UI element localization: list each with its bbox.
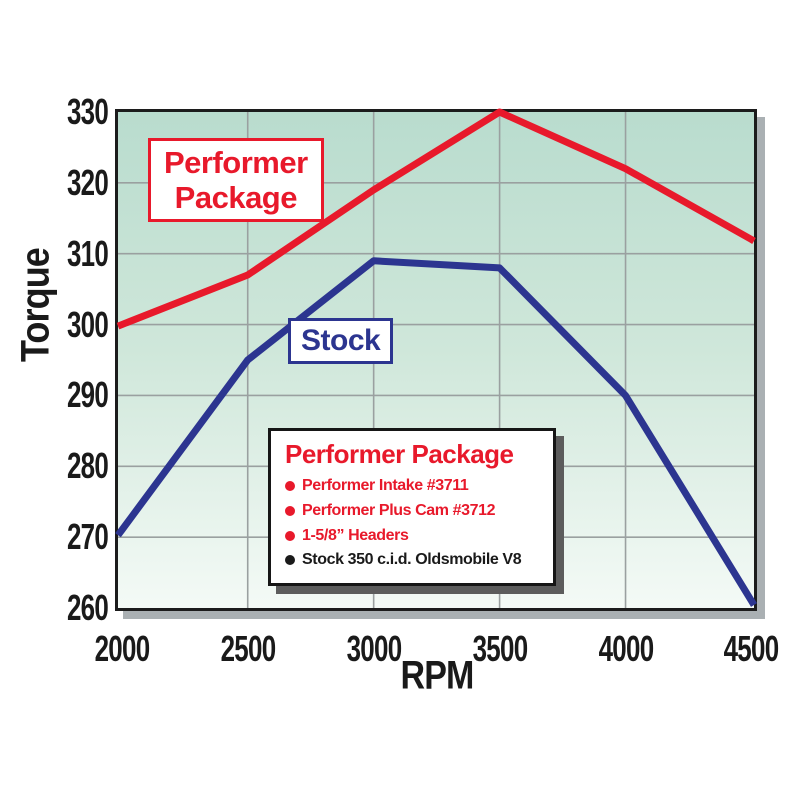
- x-tick-label: 4500: [724, 628, 780, 669]
- x-tick-label: 2000: [94, 628, 150, 669]
- legend-item: Stock 350 c.i.d. Oldsmobile V8: [283, 548, 541, 573]
- x-tick-label: 3000: [346, 628, 402, 669]
- performer-callout-line2: Package: [174, 180, 298, 216]
- series-line-performer-package: [116, 108, 756, 330]
- y-tick-label: 320: [66, 161, 109, 203]
- legend-item: Performer Intake #3711: [283, 474, 541, 499]
- legend-bullet-icon: [285, 530, 295, 541]
- legend-item-list: Performer Intake #3711 Performer Plus Cam…: [283, 474, 541, 573]
- legend-item-text: Performer Plus Cam #3712: [302, 501, 496, 519]
- y-tick-label: 290: [66, 374, 109, 416]
- performer-callout-line1: Performer: [164, 145, 308, 180]
- y-tick-label: 330: [66, 91, 109, 132]
- y-tick-label: 310: [66, 232, 109, 274]
- x-tick-label: 2500: [220, 628, 276, 669]
- legend-item-text: 1-5/8” Headers: [302, 526, 409, 544]
- y-tick-label: 270: [66, 516, 109, 558]
- legend-item-text: Performer Intake #3711: [302, 477, 469, 494]
- legend-title: Performer Package: [285, 439, 514, 469]
- plot-area: Performer Package Stock Performer Packag…: [115, 108, 757, 611]
- series-line-stock: [115, 257, 757, 607]
- stock-callout: Stock: [288, 318, 394, 364]
- legend-bullet-icon: [285, 505, 295, 516]
- legend-item: Performer Plus Cam #3712: [283, 499, 541, 524]
- x-axis-title: RPM: [400, 653, 474, 698]
- performer-package-callout: Performer Package: [148, 138, 324, 223]
- legend-item-text: Stock 350 c.i.d. Oldsmobile V8: [302, 551, 522, 569]
- x-tick-label: 3500: [472, 628, 528, 669]
- x-tick-label: 4000: [598, 628, 654, 669]
- y-tick-label: 260: [66, 587, 109, 628]
- legend-box: Performer Package Performer Intake #3711…: [268, 428, 556, 587]
- legend-item: 1-5/8” Headers: [283, 524, 541, 549]
- legend-bullet-icon: [285, 481, 295, 491]
- legend-bullet-icon: [285, 555, 295, 566]
- y-tick-label: 300: [66, 303, 109, 345]
- y-tick-label: 280: [66, 445, 109, 487]
